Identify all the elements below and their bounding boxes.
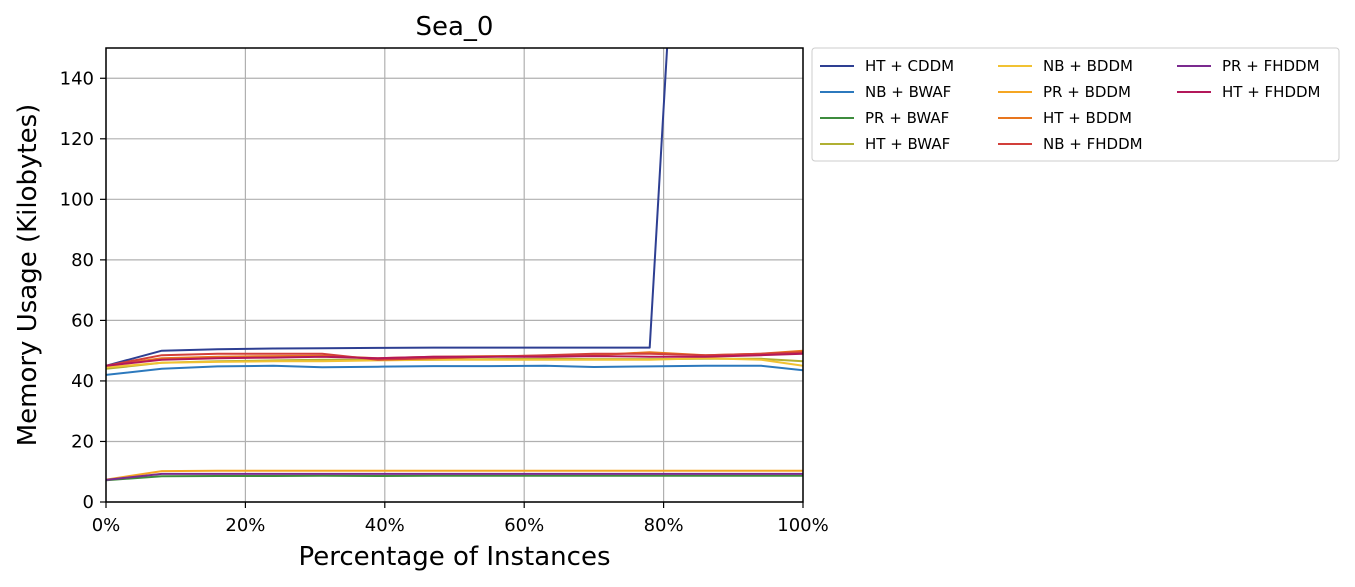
legend-label: NB + FHDDM xyxy=(1043,135,1143,153)
y-tick-label: 0 xyxy=(83,492,94,513)
grid xyxy=(105,48,804,503)
series-line-8 xyxy=(106,472,803,481)
y-tick-label: 40 xyxy=(71,371,94,392)
x-tick-label: 80% xyxy=(644,515,684,536)
y-tick-label: 100 xyxy=(60,189,94,210)
legend-label: HT + BDDM xyxy=(1043,109,1132,127)
x-tick-label: 40% xyxy=(365,515,405,536)
legend-label: NB + BDDM xyxy=(1043,57,1133,75)
series-line-5 xyxy=(106,469,803,481)
x-tick-label: 0% xyxy=(92,515,121,536)
y-tick-label: 60 xyxy=(71,310,94,331)
series-lines xyxy=(106,48,803,482)
legend: HT + CDDM NB + BWAF PR + BWAF HT + BWAF NB +… xyxy=(811,47,1340,162)
legend-label: HT + FHDDM xyxy=(1222,83,1321,101)
y-tick-label: 20 xyxy=(71,431,94,452)
legend-box xyxy=(811,47,1340,162)
y-axis-title: Memory Usage (Kilobytes) xyxy=(13,104,43,447)
plot-frame xyxy=(105,47,804,503)
x-tick-label: 100% xyxy=(777,515,828,536)
legend-label: HT + CDDM xyxy=(865,57,954,75)
y-tick-label: 140 xyxy=(60,68,94,89)
legend-label: PR + BDDM xyxy=(1043,83,1131,101)
x-tick-label: 20% xyxy=(225,515,265,536)
x-axis-title: Percentage of Instances xyxy=(299,542,611,572)
y-axis-ticks: 0 20 40 60 80 100 120 140 xyxy=(60,68,106,513)
legend-label: HT + BWAF xyxy=(865,135,950,153)
chart-title: Sea_0 xyxy=(416,12,494,42)
x-tick-label: 60% xyxy=(504,515,544,536)
y-tick-label: 80 xyxy=(71,250,94,271)
series-line-1 xyxy=(106,364,803,376)
legend-label: PR + FHDDM xyxy=(1222,57,1320,75)
legend-label: PR + BWAF xyxy=(865,109,949,127)
series-line-9 xyxy=(106,352,803,367)
legend-label: NB + BWAF xyxy=(865,83,951,101)
series-line-4 xyxy=(106,357,803,369)
series-line-0 xyxy=(106,48,669,367)
series-line-2 xyxy=(106,474,803,482)
x-axis-ticks: 0% 20% 40% 60% 80% 100% xyxy=(92,502,829,536)
y-tick-label: 120 xyxy=(60,129,94,150)
